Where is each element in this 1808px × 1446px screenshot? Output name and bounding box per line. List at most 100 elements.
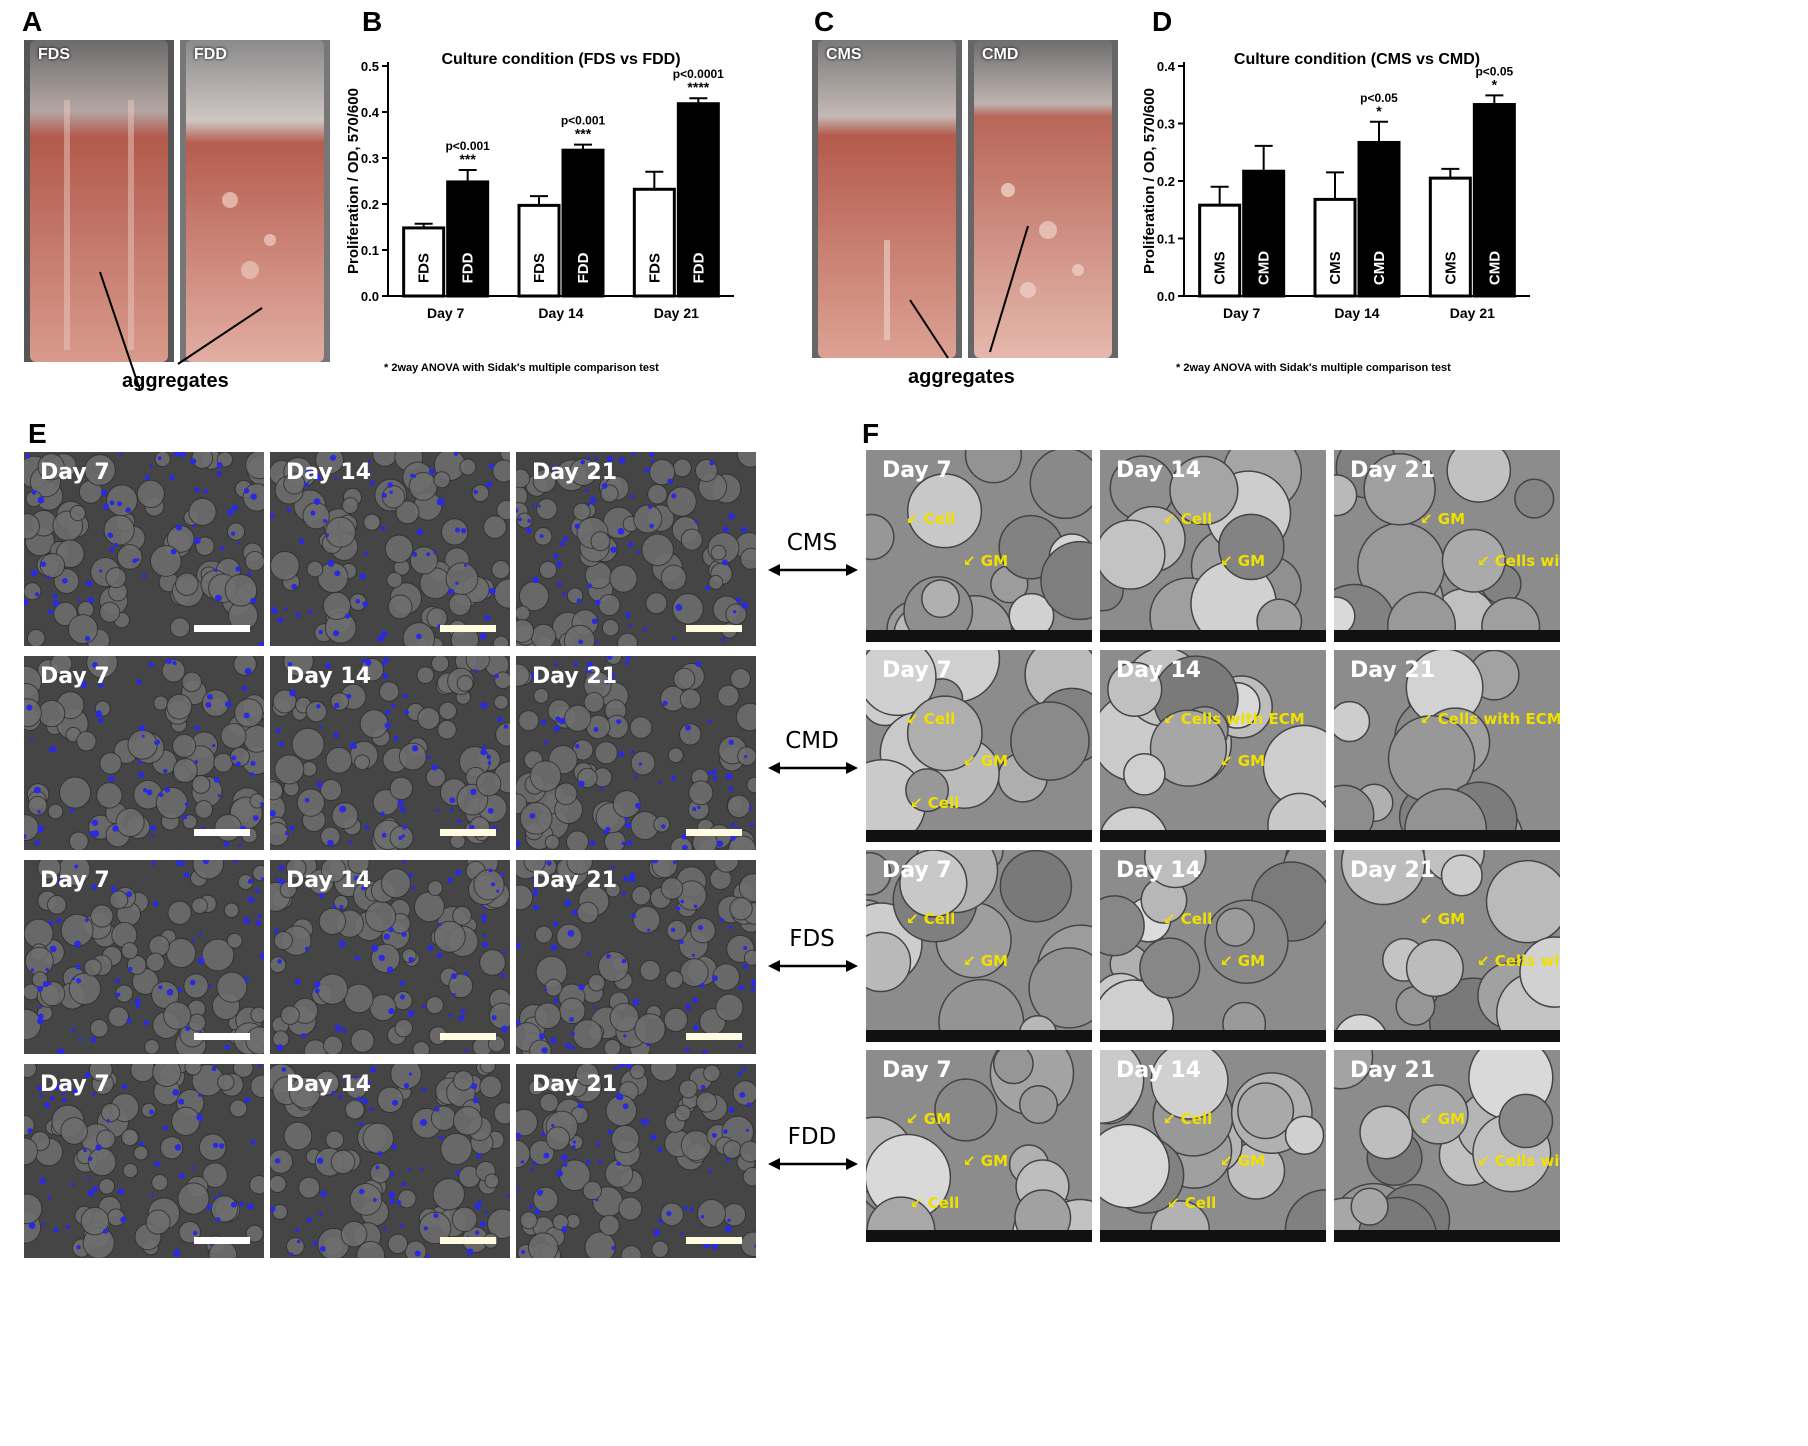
microsphere-image bbox=[516, 1064, 756, 1258]
sem-micrograph bbox=[866, 650, 1092, 842]
microsphere-image bbox=[24, 1064, 264, 1258]
chart-title: Culture condition (FDS vs FDD) bbox=[441, 51, 680, 68]
sem-image-grid: Day 7 ↙ Cell ↙ GM Day 14 ↙ Cell ↙ GM Day 21 ↙ G… bbox=[866, 450, 1562, 1244]
fluorescence-tile: Day 21 bbox=[516, 656, 756, 850]
sem-micrograph bbox=[1100, 450, 1326, 642]
bar-fdd bbox=[676, 102, 720, 298]
fluorescence-tile: Day 7 bbox=[24, 452, 264, 646]
condition-label-cms: CMS bbox=[786, 530, 838, 556]
fluorescence-tile: Day 14 bbox=[270, 452, 510, 646]
sem-annotation: ↙ GM bbox=[1420, 910, 1466, 928]
scale-bar bbox=[440, 829, 496, 836]
p-value-label: p<0.001 bbox=[445, 139, 490, 153]
fluorescence-tile: Day 21 bbox=[516, 860, 756, 1054]
sem-annotation: ↙ Cell bbox=[1163, 510, 1213, 528]
bar-cmd bbox=[1357, 140, 1401, 298]
sem-annotation: ↙ GM bbox=[906, 1110, 952, 1128]
day-label: Day 7 bbox=[40, 460, 110, 485]
p-value-label: p<0.0001 bbox=[673, 67, 724, 81]
sem-micrograph bbox=[866, 450, 1092, 642]
panel-letter-d: D bbox=[1152, 6, 1173, 37]
day-label: Day 14 bbox=[286, 868, 372, 893]
microsphere-image bbox=[270, 452, 510, 646]
p-value-label: p<0.05 bbox=[1360, 91, 1398, 105]
scale-bar bbox=[686, 829, 742, 836]
microsphere-image bbox=[270, 1064, 510, 1258]
culture-photo-fdd: FDD bbox=[180, 40, 330, 362]
y-tick-label: 0.2 bbox=[1157, 174, 1175, 189]
sem-annotation: ↙ Cell bbox=[906, 910, 956, 928]
bar-cms bbox=[1313, 197, 1357, 298]
sem-tile: Day 14 ↙ Cell ↙ GM bbox=[1100, 450, 1326, 642]
sem-micrograph bbox=[1100, 650, 1326, 842]
double-arrow-icon bbox=[768, 1158, 858, 1170]
sem-micrograph bbox=[866, 850, 1092, 1042]
bar-cmd bbox=[1472, 103, 1516, 298]
culture-vessel-image bbox=[24, 40, 174, 362]
microsphere-image bbox=[516, 452, 756, 646]
sem-annotation: ↙ GM bbox=[963, 552, 1009, 570]
bar-fds bbox=[402, 226, 446, 298]
sem-annotation: ↙ Cells with ECM bbox=[1477, 952, 1560, 970]
sem-micrograph bbox=[1334, 450, 1560, 642]
aggregates-caption: aggregates bbox=[122, 370, 229, 392]
bar-series-label: FDS bbox=[531, 253, 548, 283]
sem-tile: Day 21 ↙ GM ↙ Cells with ECM bbox=[1334, 1050, 1560, 1242]
sem-micrograph bbox=[1334, 1050, 1560, 1242]
sem-tile: Day 21 ↙ Cells with ECM bbox=[1334, 650, 1560, 842]
scale-bar bbox=[194, 625, 250, 632]
bar-fds bbox=[632, 187, 676, 298]
fluorescence-tile: Day 7 bbox=[24, 656, 264, 850]
bar-cms bbox=[1198, 203, 1242, 298]
sem-annotation: ↙ Cells with ECM bbox=[1420, 710, 1560, 728]
fluorescence-tile: Day 14 bbox=[270, 656, 510, 850]
scale-bar bbox=[686, 625, 742, 632]
scale-bar bbox=[440, 1237, 496, 1244]
y-tick-label: 0.4 bbox=[361, 105, 380, 120]
sem-annotation: ↙ Cell bbox=[1167, 1194, 1217, 1212]
day-label: Day 7 bbox=[40, 1072, 110, 1097]
y-tick-label: 0.1 bbox=[1157, 232, 1175, 247]
day-label: Day 14 bbox=[1116, 1058, 1202, 1083]
day-label: Day 21 bbox=[1350, 458, 1436, 483]
p-value-label: p<0.05 bbox=[1475, 64, 1513, 78]
day-label: Day 14 bbox=[1116, 658, 1202, 683]
chart-title: Culture condition (CMS vs CMD) bbox=[1234, 51, 1480, 68]
day-label: Day 14 bbox=[1116, 858, 1202, 883]
proliferation-chart-fds-fdd: Culture condition (FDS vs FDD) Proliferat… bbox=[345, 51, 734, 321]
panel-letter-e: E bbox=[28, 418, 47, 449]
sem-tile: Day 7 ↙ GM ↙ GM ↙ Cell bbox=[866, 1050, 1092, 1242]
sem-tile: Day 7 ↙ Cell ↙ GM bbox=[866, 850, 1092, 1042]
condition-label-fds: FDS bbox=[789, 926, 835, 952]
culture-vessel-image bbox=[812, 40, 962, 358]
day-label: Day 14 bbox=[286, 1072, 372, 1097]
statistics-footnote: * 2way ANOVA with Sidak's multiple compa… bbox=[384, 362, 659, 374]
sem-annotation: ↙ Cells with ECM bbox=[1477, 552, 1560, 570]
day-label: Day 21 bbox=[1350, 1058, 1436, 1083]
significance-stars: **** bbox=[687, 79, 709, 95]
bar-series-label: FDS bbox=[416, 253, 433, 283]
sem-annotation: ↙ GM bbox=[963, 952, 1009, 970]
bar-series-label: CMD bbox=[1371, 251, 1388, 285]
double-arrow-icon bbox=[768, 762, 858, 774]
sem-annotation: ↙ GM bbox=[1220, 552, 1266, 570]
bar-series-label: CMS bbox=[1442, 251, 1459, 284]
bar-series-label: CMD bbox=[1486, 251, 1503, 285]
microsphere-image bbox=[24, 452, 264, 646]
statistics-footnote: * 2way ANOVA with Sidak's multiple compa… bbox=[1176, 362, 1451, 374]
scale-bar bbox=[194, 1237, 250, 1244]
sem-annotation: ↙ GM bbox=[1420, 510, 1466, 528]
aggregate-arrows bbox=[99, 271, 263, 391]
y-axis-label: Proliferation / OD, 570/600 bbox=[345, 88, 362, 274]
bar-fdd bbox=[561, 148, 605, 298]
sem-annotation: ↙ Cell bbox=[1163, 910, 1213, 928]
y-tick-label: 0.0 bbox=[361, 289, 379, 304]
aggregate-arrows bbox=[909, 225, 1029, 359]
fluorescence-image-grid: Day 7 Day 14 Day 21 Day 7 Day 14 Day 21 Day 7 D… bbox=[24, 452, 758, 1258]
bar-series-label: CMD bbox=[1256, 251, 1273, 285]
scale-bar bbox=[440, 625, 496, 632]
sem-annotation: ↙ Cells with ECM bbox=[1163, 710, 1305, 728]
fluorescence-tile: Day 14 bbox=[270, 860, 510, 1054]
day-label: Day 21 bbox=[532, 664, 618, 689]
y-tick-label: 0.3 bbox=[1157, 117, 1175, 132]
